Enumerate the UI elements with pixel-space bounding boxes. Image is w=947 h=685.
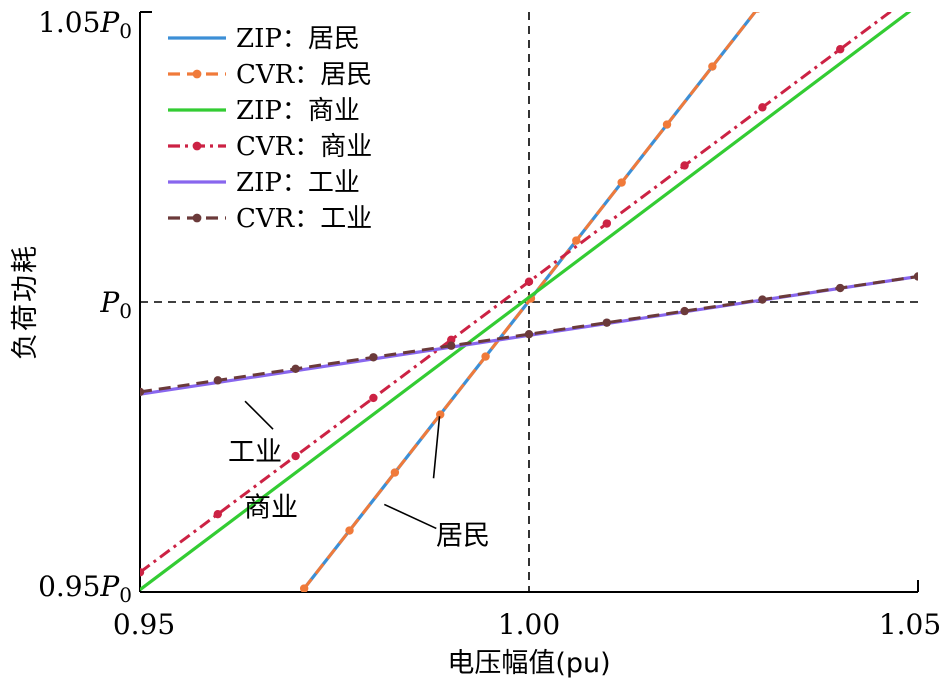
y-axis-label: 负荷功耗 [10,244,41,360]
series-point-1-4 [481,352,490,361]
series-point-5-7 [680,306,689,316]
x-tick-label-1: 1.00 [498,608,560,641]
y-tick-label-2: 0.95P0 [38,570,132,607]
series-point-1-10 [755,12,761,13]
x-tick-label-2: 1.05 [879,608,941,641]
series-5 [140,272,918,397]
legend-marker-1 [192,69,202,79]
series-point-3-5 [524,277,534,286]
annotation-leader-0 [244,400,274,430]
series-point-1-7 [617,178,626,187]
reference-lines [140,12,918,592]
series-point-5-6 [602,318,611,327]
series-point-5-5 [524,329,534,339]
y-tick-labels: 1.05P0 P0 0.95P0 [38,6,132,607]
legend-label-0: ZIP：居民 [236,24,360,54]
series-point-5-9 [836,283,845,293]
series-point-3-9 [836,45,845,54]
series-point-1-6 [572,236,581,245]
series-line-2 [140,12,912,591]
series-point-3-4 [447,335,456,345]
legend-item-5: CVR：工业 [168,204,372,234]
series-point-3-2 [291,451,300,461]
series-3 [140,12,893,577]
series-point-5-0 [140,387,145,397]
legend-label-4: ZIP：工业 [236,168,360,198]
series-point-3-3 [369,393,378,403]
legend-item-1: CVR：居民 [168,60,372,90]
series-point-3-0 [140,568,145,577]
annotation-label-2: 居民 [436,520,490,551]
series-2 [140,12,912,591]
series-point-1-1 [345,526,354,535]
legend-item-2: ZIP：商业 [168,96,360,126]
series-point-1-0 [299,584,309,592]
series-1 [299,12,761,592]
series-point-5-3 [369,353,378,362]
series-point-3-8 [758,103,767,112]
y-tick-label-1: P0 [99,286,132,323]
legend-marker-5 [192,213,202,223]
annotation-leader-2 [383,503,437,530]
legend-label-2: ZIP：商业 [236,96,360,126]
series-point-3-7 [680,161,689,170]
series-layer [140,12,918,592]
series-point-1-2 [390,468,400,477]
series-point-3-1 [213,509,222,519]
x-tick-label-0: 0.95 [113,608,175,641]
series-point-5-8 [758,295,767,304]
legend-label-5: CVR：工业 [236,204,372,234]
series-point-5-10 [913,272,918,281]
series-point-1-9 [708,62,717,71]
annotation-leader-1 [432,416,441,479]
annotation-label-0: 工业 [228,437,282,468]
x-tick-labels: 0.95 1.00 1.05 [113,608,941,641]
legend: ZIP：居民 CVR：居民 ZIP：商业 CVR：商业 ZIP：工业 CVR：工业 [168,24,372,234]
series-point-1-8 [662,120,672,129]
series-point-1-3 [436,410,445,419]
annotation-label-1: 商业 [244,492,298,523]
legend-item-4: ZIP：工业 [168,168,360,198]
series-point-3-6 [602,219,611,228]
legend-item-3: CVR：商业 [168,132,372,162]
series-line-5 [140,274,918,394]
legend-label-3: CVR：商业 [236,132,372,162]
x-axis-label: 电压幅值(pu) [447,648,610,679]
legend-label-1: CVR：居民 [236,60,372,90]
series-point-5-2 [291,364,300,374]
series-point-5-1 [213,376,222,385]
legend-marker-3 [192,141,202,151]
legend-item-0: ZIP：居民 [168,24,360,54]
series-point-5-4 [447,341,456,350]
y-tick-label-0: 1.05P0 [38,6,132,43]
